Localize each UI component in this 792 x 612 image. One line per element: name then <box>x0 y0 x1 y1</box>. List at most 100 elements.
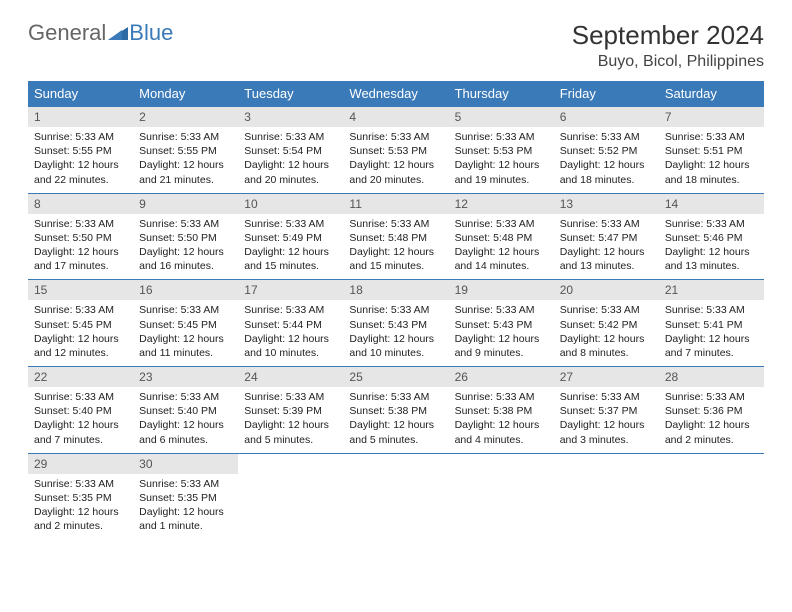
sunset-text: Sunset: 5:51 PM <box>665 144 758 158</box>
day-number: 11 <box>343 194 448 214</box>
sunset-text: Sunset: 5:50 PM <box>34 231 127 245</box>
daylight-text-1: Daylight: 12 hours <box>349 332 442 346</box>
day-number: 21 <box>659 280 764 300</box>
daylight-text-2: and 15 minutes. <box>349 259 442 273</box>
daylight-text-1: Daylight: 12 hours <box>34 332 127 346</box>
day-number: 23 <box>133 367 238 387</box>
daylight-text-2: and 7 minutes. <box>34 433 127 447</box>
daylight-text-2: and 6 minutes. <box>139 433 232 447</box>
calendar-cell: 28Sunrise: 5:33 AMSunset: 5:36 PMDayligh… <box>659 367 764 454</box>
day-details: Sunrise: 5:33 AMSunset: 5:51 PMDaylight:… <box>659 127 764 193</box>
day-details: Sunrise: 5:33 AMSunset: 5:40 PMDaylight:… <box>28 387 133 453</box>
daylight-text-2: and 2 minutes. <box>34 519 127 533</box>
day-number: 24 <box>238 367 343 387</box>
daylight-text-1: Daylight: 12 hours <box>139 332 232 346</box>
daylight-text-1: Daylight: 12 hours <box>455 158 548 172</box>
daylight-text-1: Daylight: 12 hours <box>34 158 127 172</box>
daylight-text-1: Daylight: 12 hours <box>349 418 442 432</box>
daylight-text-1: Daylight: 12 hours <box>665 332 758 346</box>
daylight-text-1: Daylight: 12 hours <box>244 245 337 259</box>
day-number: 18 <box>343 280 448 300</box>
daylight-text-1: Daylight: 12 hours <box>455 332 548 346</box>
day-details: Sunrise: 5:33 AMSunset: 5:36 PMDaylight:… <box>659 387 764 453</box>
brand-part1: General <box>28 20 106 46</box>
daylight-text-1: Daylight: 12 hours <box>560 418 653 432</box>
calendar-cell: 26Sunrise: 5:33 AMSunset: 5:38 PMDayligh… <box>449 367 554 454</box>
daylight-text-1: Daylight: 12 hours <box>560 332 653 346</box>
daylight-text-2: and 17 minutes. <box>34 259 127 273</box>
sunrise-text: Sunrise: 5:33 AM <box>139 303 232 317</box>
day-details: Sunrise: 5:33 AMSunset: 5:43 PMDaylight:… <box>449 300 554 366</box>
sunset-text: Sunset: 5:45 PM <box>139 318 232 332</box>
sunset-text: Sunset: 5:44 PM <box>244 318 337 332</box>
weekday-header: Monday <box>133 81 238 107</box>
calendar-cell: 30Sunrise: 5:33 AMSunset: 5:35 PMDayligh… <box>133 453 238 539</box>
daylight-text-2: and 21 minutes. <box>139 173 232 187</box>
daylight-text-1: Daylight: 12 hours <box>34 418 127 432</box>
daylight-text-2: and 18 minutes. <box>665 173 758 187</box>
sunrise-text: Sunrise: 5:33 AM <box>455 130 548 144</box>
sunset-text: Sunset: 5:48 PM <box>455 231 548 245</box>
daylight-text-2: and 1 minute. <box>139 519 232 533</box>
weekday-header-row: Sunday Monday Tuesday Wednesday Thursday… <box>28 81 764 107</box>
sunrise-text: Sunrise: 5:33 AM <box>665 303 758 317</box>
sunset-text: Sunset: 5:40 PM <box>139 404 232 418</box>
brand-triangle-icon <box>108 20 128 46</box>
day-details: Sunrise: 5:33 AMSunset: 5:39 PMDaylight:… <box>238 387 343 453</box>
daylight-text-1: Daylight: 12 hours <box>244 332 337 346</box>
day-number: 29 <box>28 454 133 474</box>
day-details: Sunrise: 5:33 AMSunset: 5:44 PMDaylight:… <box>238 300 343 366</box>
daylight-text-2: and 14 minutes. <box>455 259 548 273</box>
calendar-row: 1Sunrise: 5:33 AMSunset: 5:55 PMDaylight… <box>28 107 764 194</box>
sunrise-text: Sunrise: 5:33 AM <box>455 303 548 317</box>
location-label: Buyo, Bicol, Philippines <box>572 53 764 71</box>
sunrise-text: Sunrise: 5:33 AM <box>34 390 127 404</box>
day-details: Sunrise: 5:33 AMSunset: 5:43 PMDaylight:… <box>343 300 448 366</box>
day-number: 28 <box>659 367 764 387</box>
sunrise-text: Sunrise: 5:33 AM <box>34 303 127 317</box>
calendar-cell: 7Sunrise: 5:33 AMSunset: 5:51 PMDaylight… <box>659 107 764 194</box>
calendar-row: 22Sunrise: 5:33 AMSunset: 5:40 PMDayligh… <box>28 367 764 454</box>
sunset-text: Sunset: 5:54 PM <box>244 144 337 158</box>
sunrise-text: Sunrise: 5:33 AM <box>665 130 758 144</box>
calendar-cell: 21Sunrise: 5:33 AMSunset: 5:41 PMDayligh… <box>659 280 764 367</box>
day-details: Sunrise: 5:33 AMSunset: 5:45 PMDaylight:… <box>28 300 133 366</box>
daylight-text-2: and 8 minutes. <box>560 346 653 360</box>
calendar-cell: 29Sunrise: 5:33 AMSunset: 5:35 PMDayligh… <box>28 453 133 539</box>
sunrise-text: Sunrise: 5:33 AM <box>560 130 653 144</box>
daylight-text-2: and 13 minutes. <box>560 259 653 273</box>
sunrise-text: Sunrise: 5:33 AM <box>665 217 758 231</box>
calendar-cell: 9Sunrise: 5:33 AMSunset: 5:50 PMDaylight… <box>133 193 238 280</box>
sunrise-text: Sunrise: 5:33 AM <box>349 390 442 404</box>
sunrise-text: Sunrise: 5:33 AM <box>139 390 232 404</box>
calendar-cell: 18Sunrise: 5:33 AMSunset: 5:43 PMDayligh… <box>343 280 448 367</box>
calendar-cell: 2Sunrise: 5:33 AMSunset: 5:55 PMDaylight… <box>133 107 238 194</box>
weekday-header: Tuesday <box>238 81 343 107</box>
daylight-text-2: and 5 minutes. <box>349 433 442 447</box>
sunrise-text: Sunrise: 5:33 AM <box>244 130 337 144</box>
sunrise-text: Sunrise: 5:33 AM <box>244 303 337 317</box>
sunset-text: Sunset: 5:35 PM <box>34 491 127 505</box>
daylight-text-2: and 19 minutes. <box>455 173 548 187</box>
calendar-cell: 13Sunrise: 5:33 AMSunset: 5:47 PMDayligh… <box>554 193 659 280</box>
day-number: 2 <box>133 107 238 127</box>
day-details: Sunrise: 5:33 AMSunset: 5:54 PMDaylight:… <box>238 127 343 193</box>
calendar-cell: 5Sunrise: 5:33 AMSunset: 5:53 PMDaylight… <box>449 107 554 194</box>
daylight-text-2: and 20 minutes. <box>349 173 442 187</box>
calendar-cell: 12Sunrise: 5:33 AMSunset: 5:48 PMDayligh… <box>449 193 554 280</box>
daylight-text-2: and 16 minutes. <box>139 259 232 273</box>
weekday-header: Friday <box>554 81 659 107</box>
sunrise-text: Sunrise: 5:33 AM <box>34 477 127 491</box>
calendar-cell: 11Sunrise: 5:33 AMSunset: 5:48 PMDayligh… <box>343 193 448 280</box>
day-details: Sunrise: 5:33 AMSunset: 5:52 PMDaylight:… <box>554 127 659 193</box>
day-details: Sunrise: 5:33 AMSunset: 5:41 PMDaylight:… <box>659 300 764 366</box>
day-details: Sunrise: 5:33 AMSunset: 5:35 PMDaylight:… <box>133 474 238 540</box>
daylight-text-1: Daylight: 12 hours <box>244 158 337 172</box>
sunrise-text: Sunrise: 5:33 AM <box>349 217 442 231</box>
sunset-text: Sunset: 5:36 PM <box>665 404 758 418</box>
sunrise-text: Sunrise: 5:33 AM <box>139 477 232 491</box>
sunset-text: Sunset: 5:49 PM <box>244 231 337 245</box>
daylight-text-1: Daylight: 12 hours <box>455 418 548 432</box>
daylight-text-2: and 15 minutes. <box>244 259 337 273</box>
daylight-text-2: and 4 minutes. <box>455 433 548 447</box>
